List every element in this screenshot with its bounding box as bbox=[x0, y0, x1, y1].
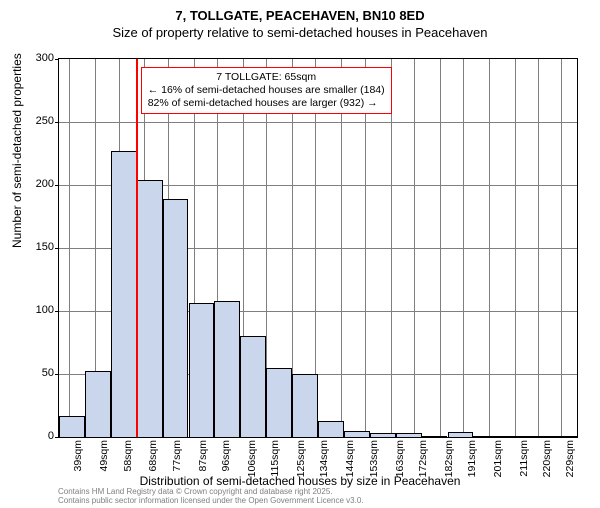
x-tick-label: 191sqm bbox=[466, 440, 478, 477]
y-tick-label: 300 bbox=[14, 52, 54, 64]
x-tick-label: 49sqm bbox=[98, 440, 110, 472]
gridline-v bbox=[391, 59, 392, 437]
gridline-v bbox=[463, 59, 464, 437]
annotation-box: 7 TOLLGATE: 65sqm← 16% of semi-detached … bbox=[141, 67, 392, 114]
y-tick-label: 100 bbox=[14, 304, 54, 316]
x-tick-label: 77sqm bbox=[171, 440, 183, 472]
histogram-bar bbox=[111, 151, 137, 437]
x-tick-label: 87sqm bbox=[197, 440, 209, 472]
histogram-bar bbox=[422, 436, 448, 437]
y-tick-label: 50 bbox=[14, 367, 54, 379]
x-tick-label: 68sqm bbox=[147, 440, 159, 472]
histogram-bar bbox=[240, 336, 266, 437]
x-tick-label: 229sqm bbox=[564, 440, 576, 477]
x-tick-label: 182sqm bbox=[443, 440, 455, 477]
x-tick-label: 144sqm bbox=[344, 440, 356, 477]
footer-attribution: Contains HM Land Registry data © Crown c… bbox=[58, 487, 364, 505]
histogram-bar bbox=[163, 199, 189, 437]
histogram-bar bbox=[525, 436, 551, 437]
gridline-v bbox=[489, 59, 490, 437]
gridline-v bbox=[538, 59, 539, 437]
x-tick-label: 106sqm bbox=[246, 440, 258, 477]
x-tick-label: 153sqm bbox=[368, 440, 380, 477]
x-tick-label: 115sqm bbox=[269, 440, 281, 477]
histogram-bar bbox=[318, 421, 344, 437]
y-tick-label: 0 bbox=[14, 430, 54, 442]
subject-marker-line bbox=[136, 59, 138, 437]
x-tick-label: 211sqm bbox=[518, 440, 530, 477]
x-tick-label: 172sqm bbox=[417, 440, 429, 477]
footer-line2: Contains public sector information licen… bbox=[58, 496, 364, 505]
gridline-v bbox=[515, 59, 516, 437]
histogram-bar bbox=[189, 303, 215, 437]
x-tick-label: 96sqm bbox=[220, 440, 232, 472]
histogram-bar bbox=[473, 436, 499, 437]
gridline-v bbox=[341, 59, 342, 437]
annotation-line: 7 TOLLGATE: 65sqm bbox=[148, 71, 385, 84]
y-tick-label: 200 bbox=[14, 178, 54, 190]
x-tick-label: 134sqm bbox=[318, 440, 330, 477]
y-tick-label: 250 bbox=[14, 115, 54, 127]
histogram-bar bbox=[137, 180, 163, 437]
histogram-bar bbox=[59, 416, 85, 437]
chart-plot-area: 7 TOLLGATE: 65sqm← 16% of semi-detached … bbox=[58, 58, 578, 438]
histogram-bar bbox=[370, 433, 396, 437]
histogram-bar bbox=[266, 368, 292, 437]
histogram-bar bbox=[344, 431, 370, 437]
gridline-v bbox=[414, 59, 415, 437]
histogram-bar bbox=[448, 432, 474, 437]
histogram-bar bbox=[292, 374, 318, 437]
x-tick-label: 58sqm bbox=[122, 440, 134, 472]
y-axis-label: Number of semi-detached properties bbox=[10, 53, 24, 248]
title-line2: Size of property relative to semi-detach… bbox=[0, 25, 600, 40]
x-tick-label: 39sqm bbox=[72, 440, 84, 472]
x-tick-label: 220sqm bbox=[541, 440, 553, 477]
gridline-v bbox=[561, 59, 562, 437]
x-tick-label: 125sqm bbox=[295, 440, 307, 477]
histogram-bar bbox=[499, 436, 525, 437]
gridline-v bbox=[440, 59, 441, 437]
gridline-v bbox=[69, 59, 70, 437]
x-tick-label: 163sqm bbox=[394, 440, 406, 477]
histogram-bar bbox=[214, 301, 240, 437]
histogram-bar bbox=[85, 371, 111, 437]
y-tick-label: 150 bbox=[14, 241, 54, 253]
annotation-line: 82% of semi-detached houses are larger (… bbox=[148, 97, 385, 110]
histogram-bar bbox=[551, 436, 577, 437]
annotation-line: ← 16% of semi-detached houses are smalle… bbox=[148, 84, 385, 97]
x-tick-label: 201sqm bbox=[492, 440, 504, 477]
title-line1: 7, TOLLGATE, PEACEHAVEN, BN10 8ED bbox=[0, 8, 600, 23]
footer-line1: Contains HM Land Registry data © Crown c… bbox=[58, 487, 364, 496]
histogram-bar bbox=[396, 433, 422, 437]
gridline-v bbox=[365, 59, 366, 437]
